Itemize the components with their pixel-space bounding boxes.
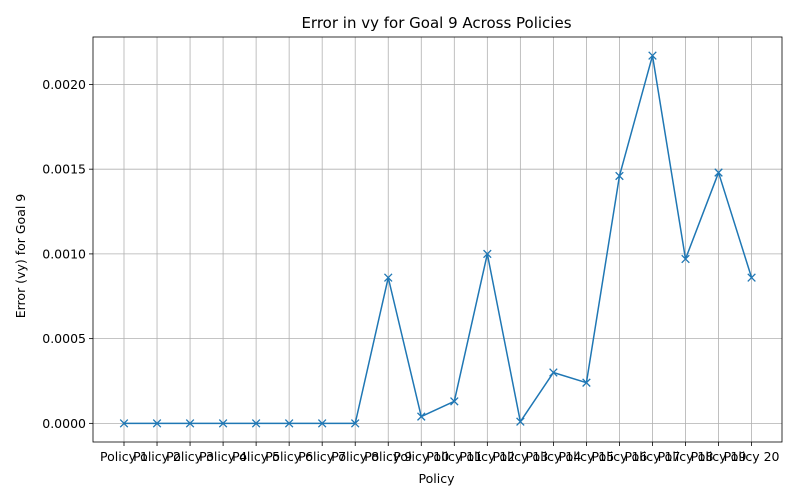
axes bbox=[89, 36, 783, 446]
data-point-marker bbox=[516, 417, 525, 426]
x-tick-label: Policy 2 bbox=[133, 449, 181, 464]
chart-title: Error in vy for Goal 9 Across Policies bbox=[301, 14, 571, 32]
x-tick-label: Policy 10 bbox=[393, 449, 449, 464]
x-axis-title: Policy bbox=[419, 471, 456, 486]
x-tick-label: Policy 11 bbox=[426, 449, 482, 464]
grid-lines bbox=[93, 37, 782, 442]
data-point-marker bbox=[383, 273, 393, 282]
x-tick-label: Policy 15 bbox=[558, 449, 614, 464]
x-tick-label: Policy 12 bbox=[459, 449, 515, 464]
data-point-marker bbox=[582, 378, 591, 387]
data-point-marker bbox=[119, 419, 129, 428]
y-axis-title: Error (vy) for Goal 9 bbox=[13, 194, 28, 319]
y-tick-label: 0.0000 bbox=[42, 416, 86, 431]
x-tick-label: Policy 6 bbox=[265, 449, 313, 464]
x-tick-label: Policy 13 bbox=[492, 449, 548, 464]
x-tick-label: Policy 20 bbox=[724, 449, 780, 464]
y-tick-label: 0.0015 bbox=[42, 162, 86, 177]
data-point-marker bbox=[648, 51, 657, 60]
x-tick-label: Policy 19 bbox=[691, 449, 747, 464]
data-point-marker bbox=[284, 419, 294, 428]
x-tick-label: Policy 14 bbox=[525, 449, 581, 464]
data-point-marker bbox=[681, 254, 690, 264]
data-point-marker bbox=[549, 368, 558, 377]
y-tick-label: 0.0010 bbox=[42, 246, 86, 261]
data-point-marker bbox=[317, 419, 327, 428]
data-point-marker bbox=[417, 412, 426, 421]
x-tick-label: Policy 17 bbox=[625, 449, 681, 464]
series-line bbox=[124, 54, 753, 425]
y-tick-label: 0.0005 bbox=[42, 331, 86, 346]
data-series bbox=[119, 51, 756, 428]
x-tick-label: Policy 7 bbox=[298, 449, 346, 464]
x-tick-label: Policy 18 bbox=[658, 449, 714, 464]
plot-frame bbox=[92, 36, 783, 443]
x-tick-label: Policy 8 bbox=[331, 449, 379, 464]
data-point-marker bbox=[218, 419, 228, 428]
x-tick-label: Policy 9 bbox=[364, 449, 412, 464]
x-tick-label: Policy 5 bbox=[232, 449, 280, 464]
data-point-marker bbox=[185, 419, 195, 428]
data-point-marker bbox=[483, 249, 492, 259]
data-point-marker bbox=[714, 168, 723, 177]
data-point-marker bbox=[350, 419, 360, 428]
x-tick-label: Policy 1 bbox=[100, 449, 148, 464]
data-point-marker bbox=[152, 419, 162, 428]
y-tick-label: 0.0020 bbox=[42, 77, 86, 92]
x-tick-label: Policy 16 bbox=[592, 449, 648, 464]
x-tick-label: Policy 3 bbox=[166, 449, 214, 464]
x-tick-label: Policy 4 bbox=[199, 449, 247, 464]
data-point-marker bbox=[615, 171, 624, 181]
data-point-marker bbox=[747, 273, 756, 282]
data-point-marker bbox=[450, 397, 459, 406]
data-point-marker bbox=[251, 419, 261, 428]
